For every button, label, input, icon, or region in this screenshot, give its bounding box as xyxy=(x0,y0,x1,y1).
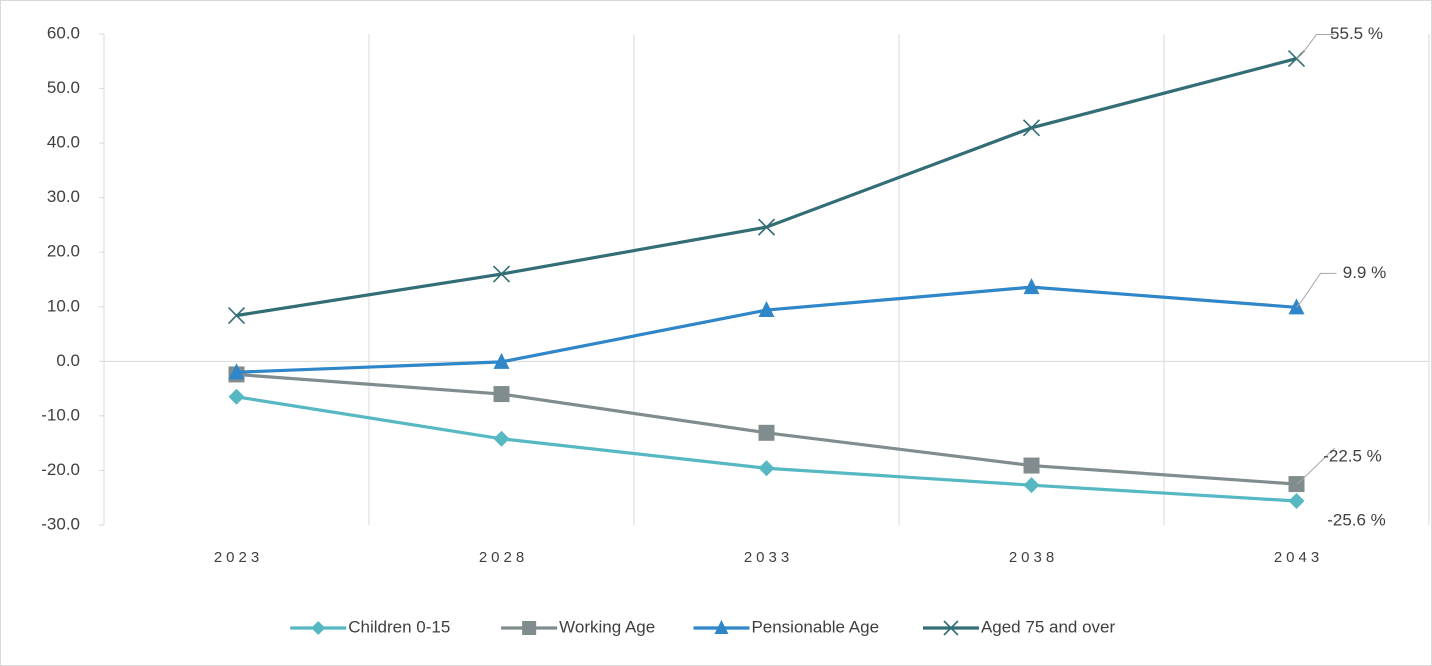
legend-label: Aged 75 and over xyxy=(981,617,1116,636)
y-tick-label: 50.0 xyxy=(47,78,80,97)
marker xyxy=(493,352,510,369)
x-tick-label: 2033 xyxy=(744,549,793,566)
legend-label: Pensionable Age xyxy=(751,617,879,636)
y-tick-label: 30.0 xyxy=(47,187,80,206)
marker xyxy=(228,388,245,405)
x-tick-label: 2028 xyxy=(479,549,528,566)
legend-label: Working Age xyxy=(559,617,655,636)
marker xyxy=(758,424,775,441)
leader-line xyxy=(1296,447,1335,485)
marker xyxy=(758,460,775,477)
y-tick-label: 40.0 xyxy=(47,133,80,152)
y-tick-label: -30.0 xyxy=(41,514,80,533)
y-tick-label: 10.0 xyxy=(47,296,80,315)
y-tick-label: -20.0 xyxy=(41,460,80,479)
y-tick-label: -10.0 xyxy=(41,405,80,424)
x-tick-label: 2023 xyxy=(214,549,263,566)
marker xyxy=(311,621,326,635)
marker xyxy=(1288,492,1305,509)
marker xyxy=(493,430,510,447)
marker xyxy=(227,306,246,325)
marker xyxy=(758,301,775,318)
marker xyxy=(714,620,729,634)
x-tick-label: 2043 xyxy=(1274,549,1323,566)
y-tick-label: 20.0 xyxy=(47,242,80,261)
marker xyxy=(943,620,959,636)
marker xyxy=(1022,119,1041,137)
x-tick-label: 2038 xyxy=(1009,549,1058,566)
marker xyxy=(1023,477,1040,494)
marker xyxy=(1023,457,1040,474)
legend-label: Children 0-15 xyxy=(348,617,450,636)
marker xyxy=(493,386,510,403)
data-label: -22.5 % xyxy=(1323,447,1382,466)
marker xyxy=(522,621,537,635)
marker xyxy=(228,363,245,380)
data-label: 55.5 % xyxy=(1330,24,1383,43)
leader-line xyxy=(1296,272,1337,308)
marker xyxy=(1023,278,1040,295)
marker xyxy=(492,265,511,283)
y-tick-label: 0.0 xyxy=(56,351,80,370)
leader-line xyxy=(1296,34,1335,59)
marker xyxy=(1288,298,1305,315)
y-tick-label: 60.0 xyxy=(47,23,80,42)
data-label: 9.9 % xyxy=(1343,263,1386,282)
marker xyxy=(757,218,776,236)
data-label: -25.6 % xyxy=(1327,510,1386,529)
